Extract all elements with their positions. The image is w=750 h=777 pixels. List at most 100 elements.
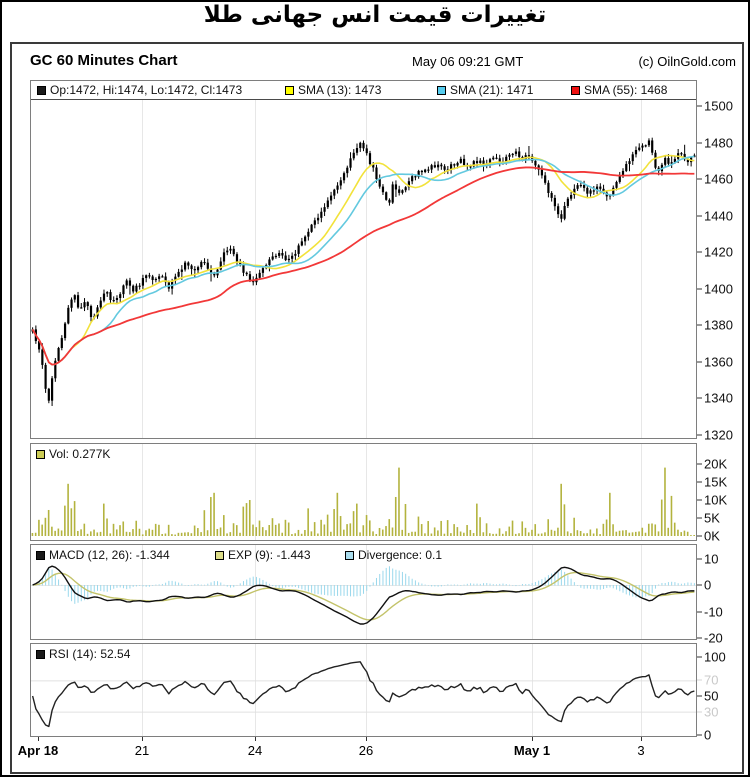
tick-mark	[697, 178, 702, 180]
tick-mark	[697, 656, 702, 658]
legend-label: Divergence: 0.1	[358, 548, 443, 562]
volume-axis-tick-label: 10K	[697, 493, 727, 508]
rsi-axis-tick-text: 70	[704, 672, 719, 688]
x-axis-tick	[255, 737, 256, 741]
tick-mark	[697, 397, 702, 399]
legend-label: RSI (14): 52.54	[49, 647, 131, 661]
volume-axis-tick-text: 10K	[704, 492, 728, 508]
price-axis-tick-text: 1500	[704, 98, 733, 114]
price-axis-tick-label: 1380	[697, 318, 733, 333]
legend-label: SMA (21): 1471	[450, 83, 534, 97]
tick-mark	[697, 361, 702, 363]
price-axis-tick-text: 1360	[704, 354, 733, 370]
volume-axis-tick-text: 5K	[704, 510, 720, 526]
legend-item: MACD (12, 26): -1.344	[36, 548, 170, 562]
legend-swatch	[345, 550, 354, 560]
rsi-chart-canvas	[31, 644, 696, 736]
tick-mark	[697, 105, 702, 107]
legend-swatch	[285, 85, 294, 95]
legend-label: Op:1472, Hi:1474, Lo:1472, Cl:1473	[50, 83, 243, 97]
rsi-axis-tick-text: 0	[704, 727, 712, 743]
rsi-axis-tick-text: 50	[704, 688, 719, 704]
legend-label: SMA (55): 1468	[584, 83, 668, 97]
price-axis-tick-label: 1400	[697, 281, 733, 296]
macd-axis-tick-text: 0	[704, 577, 712, 593]
x-axis-label: May 1	[513, 743, 551, 758]
legend-item: Divergence: 0.1	[345, 548, 442, 562]
tick-mark	[697, 142, 702, 144]
legend-item: Op:1472, Hi:1474, Lo:1472, Cl:1473	[37, 83, 242, 97]
price-axis-tick-text: 1440	[704, 208, 733, 224]
chart-copyright: (c) OilnGold.com	[638, 54, 736, 69]
x-axis-tick	[641, 737, 642, 741]
legend-label: SMA (13): 1473	[298, 83, 382, 97]
legend-swatch	[571, 85, 580, 95]
rsi-axis-tick-label: 70	[697, 673, 718, 688]
rsi-panel: RSI (14): 52.54	[30, 643, 697, 737]
legend-swatch	[37, 85, 46, 95]
tick-mark	[697, 611, 702, 613]
tick-mark	[697, 215, 702, 217]
rsi-axis-tick-text: 100	[704, 649, 726, 665]
x-axis-label: 21	[134, 743, 150, 758]
legend-swatch	[437, 85, 446, 95]
price-axis-tick-label: 1420	[697, 245, 733, 260]
tick-mark	[697, 481, 702, 483]
tick-mark	[697, 679, 702, 681]
legend-item: EXP (9): -1.443	[215, 548, 311, 562]
volume-axis-tick-text: 15K	[704, 474, 728, 490]
x-axis-label: Apr 18	[17, 743, 59, 758]
macd-axis-tick-text: -20	[704, 630, 723, 646]
x-axis-tick	[38, 737, 39, 741]
volume-axis-tick-label: 15K	[697, 475, 727, 490]
tick-mark	[697, 251, 702, 253]
x-axis-label: 26	[358, 743, 374, 758]
legend-item: RSI (14): 52.54	[36, 647, 130, 661]
x-axis-label: 3	[637, 743, 645, 758]
legend-item: SMA (55): 1468	[571, 83, 667, 97]
legend-swatch	[36, 550, 45, 560]
volume-chart-canvas	[31, 444, 696, 540]
volume-axis-tick-text: 0K	[704, 528, 720, 544]
price-axis-tick-label: 1440	[697, 208, 733, 223]
tick-mark	[697, 499, 702, 501]
rsi-axis-tick-label: 30	[697, 705, 718, 720]
tick-mark	[697, 324, 702, 326]
macd-panel: MACD (12, 26): -1.344 EXP (9): -1.443 Dive…	[30, 544, 697, 640]
price-axis-tick-text: 1420	[704, 244, 733, 260]
volume-axis-tick-label: 5K	[697, 511, 720, 526]
legend-item: Vol: 0.277K	[36, 447, 110, 461]
tick-mark	[697, 463, 702, 465]
rsi-axis-tick-text: 30	[704, 704, 719, 720]
price-axis-tick-text: 1320	[704, 427, 733, 443]
price-panel: Op:1472, Hi:1474, Lo:1472, Cl:1473 SMA (1…	[30, 80, 697, 439]
x-axis-label: 24	[247, 743, 263, 758]
volume-axis-tick-text: 20K	[704, 456, 728, 472]
y-axis: 1500 1480 1460 1440 1420 1400 1380 1360 1340 1320…	[697, 44, 743, 772]
legend-label: EXP (9): -1.443	[228, 548, 311, 562]
volume-axis-tick-label: 20K	[697, 457, 727, 472]
tick-mark	[697, 517, 702, 519]
chart-timestamp: May 06 09:21 GMT	[412, 54, 524, 69]
price-axis-tick-label: 1480	[697, 135, 733, 150]
tick-mark	[697, 711, 702, 713]
price-legend: Op:1472, Hi:1474, Lo:1472, Cl:1473 SMA (1…	[31, 81, 696, 100]
tick-mark	[697, 288, 702, 290]
price-axis-tick-text: 1480	[704, 135, 733, 151]
tick-mark	[697, 637, 702, 639]
price-axis-tick-label: 1320	[697, 428, 733, 443]
legend-label: Vol: 0.277K	[49, 447, 111, 461]
macd-axis-tick-label: 10	[697, 552, 718, 567]
price-axis-tick-label: 1360	[697, 354, 733, 369]
rsi-axis-tick-label: 50	[697, 689, 718, 704]
tick-mark	[697, 535, 702, 537]
macd-axis-tick-text: -10	[704, 604, 723, 620]
price-axis-tick-text: 1400	[704, 281, 733, 297]
legend-label: MACD (12, 26): -1.344	[49, 548, 170, 562]
price-axis-tick-text: 1340	[704, 390, 733, 406]
tick-mark	[697, 734, 702, 736]
macd-axis-tick-label: -20	[697, 631, 723, 646]
macd-axis-tick-text: 10	[704, 551, 719, 567]
rsi-axis-tick-label: 0	[697, 728, 711, 743]
x-axis: Apr 18 21 24 26 May 1 3	[18, 737, 720, 765]
